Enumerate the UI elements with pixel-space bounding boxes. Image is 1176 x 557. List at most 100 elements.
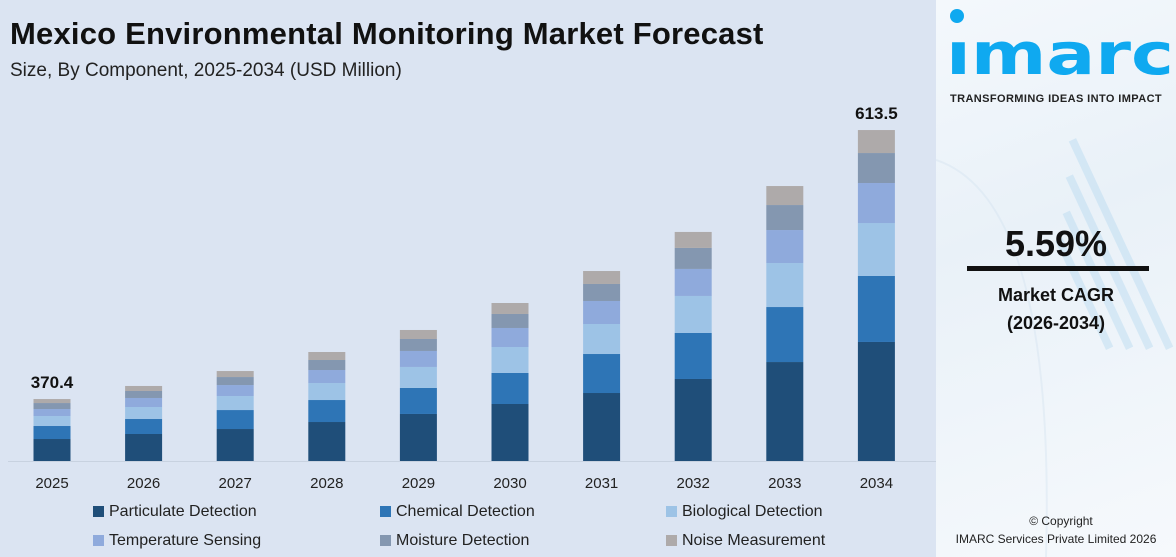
chart-title: Mexico Environmental Monitoring Market F… [10,16,764,51]
bar-segment-chemical-detection-2031 [583,354,621,394]
bar-segment-particulate-detection-2026 [125,433,163,461]
legend-item: Temperature Sensing [93,531,261,550]
legend-label: Particulate Detection [109,503,257,520]
legend-label: Temperature Sensing [109,532,262,549]
copyright-owner: IMARC Services Private Limited 2026 [955,532,1157,546]
legend-item: Noise Measurement [666,531,825,550]
stacked-bar-chart: 2025 370.4 2026 2027 2028 2029 2030 2031 2032 203… [8,104,936,492]
bar-segment-particulate-detection-2034 [857,341,895,461]
legend-swatch [666,535,677,546]
bar-segment-particulate-detection-2027 [216,429,254,461]
bar-segment-chemical-detection-2026 [125,419,163,434]
legend-label: Biological Detection [682,503,823,520]
chart-panel: Mexico Environmental Monitoring Market F… [8,16,936,550]
bar-segment-noise-measurement-2029 [399,329,437,339]
bar-segment-biological-detection-2025 [33,416,71,427]
total-data-label: 613.5 [855,104,898,123]
bar-segment-chemical-detection-2032 [674,332,712,379]
bar-segment-temperature-sensing-2030 [491,327,529,347]
bar-segment-particulate-detection-2029 [399,413,437,461]
bar-segment-biological-detection-2026 [125,406,163,420]
legend-swatch [93,535,104,546]
bar-segment-noise-measurement-2030 [491,302,529,314]
bar-segment-chemical-detection-2025 [33,426,71,440]
brand-tagline: TRANSFORMING IDEAS INTO IMPACT [950,93,1163,105]
x-tick-label: 2029 [402,475,435,492]
legend-swatch [93,506,104,517]
bar-segment-biological-detection-2031 [583,324,621,355]
bar-segment-biological-detection-2030 [491,346,529,373]
x-tick-label: 2027 [219,475,252,492]
bar-segment-noise-measurement-2027 [216,371,254,378]
legend-label: Chemical Detection [396,503,535,520]
cagr-label: Market CAGR [997,285,1115,305]
bar-segment-moisture-detection-2034 [857,153,895,184]
chart-subtitle: Size, By Component, 2025-2034 (USD Milli… [10,60,402,81]
bar-segment-chemical-detection-2034 [857,275,895,342]
bar-segment-temperature-sensing-2028 [308,370,346,384]
cagr-value: 5.59% [1004,223,1108,264]
bar-segment-temperature-sensing-2032 [674,268,712,296]
bar-segment-noise-measurement-2026 [125,385,163,391]
total-data-label: 370.4 [31,373,74,392]
bar-segment-noise-measurement-2031 [583,271,621,284]
bar-segment-chemical-detection-2028 [308,400,346,423]
legend-label: Moisture Detection [396,532,530,549]
bar-segment-noise-measurement-2033 [766,186,804,206]
bar-segment-temperature-sensing-2033 [766,230,804,264]
bar-segment-biological-detection-2028 [308,383,346,401]
bar-segment-noise-measurement-2025 [33,399,71,404]
cagr-divider [967,266,1149,271]
bar-segment-moisture-detection-2033 [766,205,804,231]
bar-segment-chemical-detection-2033 [766,307,804,363]
imarc-logo: ımarc [946,9,1174,88]
legend-label: Noise Measurement [682,532,826,549]
bar-segment-noise-measurement-2034 [857,130,895,154]
x-tick-label: 2034 [860,475,893,492]
x-tick-label: 2030 [493,475,526,492]
bar-segment-moisture-detection-2029 [399,338,437,351]
brand-panel: ımarc TRANSFORMING IDEAS INTO IMPACT 5.5… [936,0,1176,557]
x-tick-label: 2026 [127,475,160,492]
bar-segment-temperature-sensing-2029 [399,350,437,367]
x-tick-label: 2032 [677,475,710,492]
x-tick-label: 2031 [585,475,618,492]
legend-item: Chemical Detection [380,502,535,521]
bar-segment-chemical-detection-2029 [399,387,437,414]
legend-item: Moisture Detection [380,531,529,550]
bar-segment-noise-measurement-2028 [308,352,346,361]
bar-segment-biological-detection-2034 [857,223,895,276]
bar-segment-biological-detection-2029 [399,366,437,388]
bar-segment-temperature-sensing-2026 [125,397,163,407]
bar-segment-particulate-detection-2025 [33,439,71,461]
bar-segment-moisture-detection-2026 [125,390,163,398]
legend-item: Particulate Detection [93,502,257,521]
bar-segment-temperature-sensing-2034 [857,183,895,224]
bar-segment-temperature-sensing-2031 [583,300,621,325]
bar-segment-moisture-detection-2031 [583,283,621,301]
bar-segment-biological-detection-2033 [766,263,804,308]
bar-segment-particulate-detection-2031 [583,393,621,461]
bar-segment-moisture-detection-2025 [33,403,71,410]
bar-segment-moisture-detection-2032 [674,247,712,269]
bar-segment-particulate-detection-2032 [674,378,712,461]
background-chart-graphic [936,138,1174,557]
legend-swatch [380,506,391,517]
bar-segment-temperature-sensing-2027 [216,385,254,397]
bar-segment-particulate-detection-2028 [308,422,346,461]
bar-segment-particulate-detection-2033 [766,362,804,461]
bar-segment-chemical-detection-2027 [216,410,254,430]
bar-segment-particulate-detection-2030 [491,403,529,461]
bar-segment-temperature-sensing-2025 [33,409,71,417]
legend-swatch [380,535,391,546]
copyright-line: © Copyright [1029,514,1093,528]
bar-segment-moisture-detection-2028 [308,360,346,371]
x-tick-label: 2025 [35,475,68,492]
legend-swatch [666,506,677,517]
cagr-period: (2026-2034) [1006,313,1106,333]
bar-segment-noise-measurement-2032 [674,231,712,248]
x-tick-label: 2028 [310,475,343,492]
x-tick-label: 2033 [768,475,801,492]
bar-segment-moisture-detection-2030 [491,313,529,328]
bar-segment-biological-detection-2027 [216,396,254,411]
